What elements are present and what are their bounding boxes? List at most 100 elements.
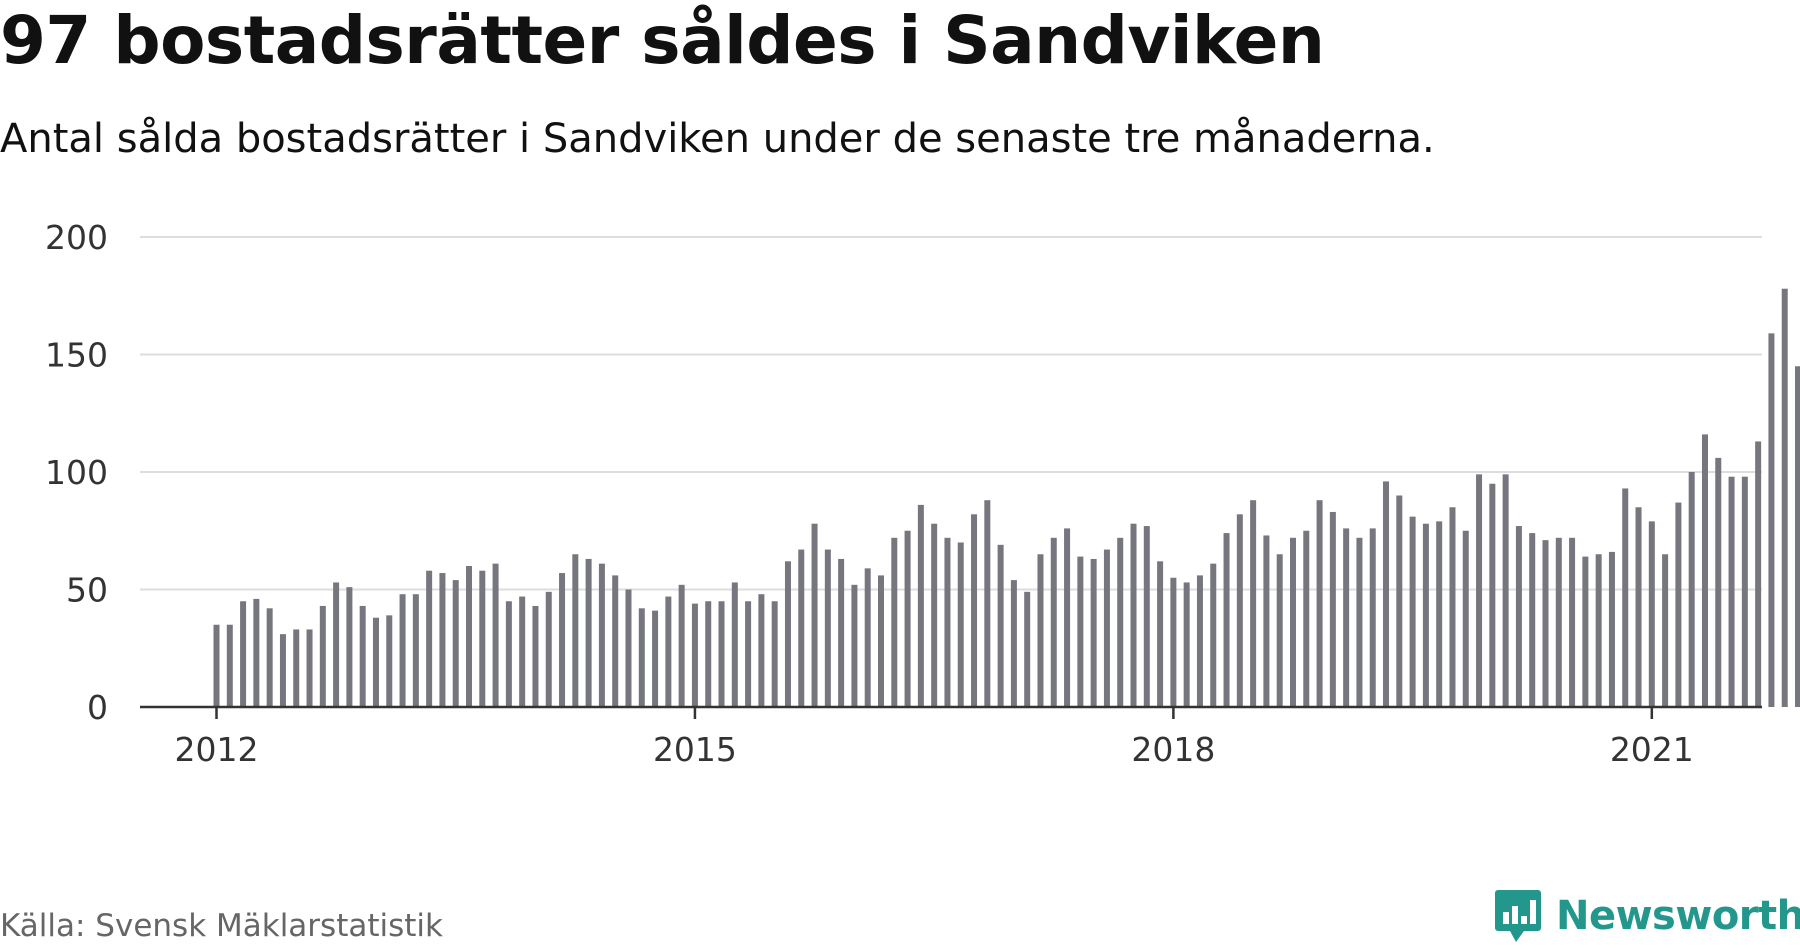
chart-subtitle: Antal sålda bostadsrätter i Sandviken un…	[0, 116, 1435, 162]
bar	[878, 575, 884, 707]
x-tick-label: 2018	[1131, 730, 1215, 769]
bars	[213, 288, 1800, 707]
bar	[957, 542, 964, 707]
bar	[1502, 474, 1509, 707]
x-tick-label: 2021	[1610, 730, 1694, 769]
bar	[319, 605, 326, 707]
bar	[266, 608, 273, 707]
bar	[705, 601, 712, 707]
bar	[811, 523, 818, 707]
bar	[1210, 563, 1217, 707]
bar	[559, 573, 566, 707]
bar	[359, 605, 366, 707]
bar	[931, 523, 938, 707]
bar	[798, 549, 805, 707]
bar	[1130, 523, 1137, 707]
x-tick-label: 2012	[175, 730, 259, 769]
bar	[1077, 556, 1084, 707]
bar	[1648, 521, 1655, 707]
bar	[1316, 500, 1323, 707]
bar	[452, 580, 459, 707]
source-note: Källa: Svensk Mäklarstatistik	[0, 908, 443, 944]
bar	[1529, 533, 1536, 707]
bar	[1064, 528, 1071, 707]
y-tick-label: 100	[45, 453, 108, 492]
bar	[1223, 533, 1230, 707]
bar	[253, 598, 260, 707]
bar	[838, 558, 845, 707]
bar	[598, 563, 605, 707]
bar	[306, 629, 313, 707]
bar	[505, 601, 512, 707]
bar	[1675, 502, 1682, 707]
bar	[1037, 554, 1044, 707]
bar	[1755, 441, 1762, 707]
bar	[1010, 580, 1017, 707]
bar	[691, 603, 698, 707]
bar	[1595, 554, 1602, 707]
bar	[1476, 474, 1483, 707]
bar	[1263, 535, 1270, 707]
bar	[851, 584, 858, 707]
bar	[917, 504, 924, 707]
bar	[293, 629, 300, 707]
bar	[652, 610, 659, 707]
bar	[1050, 537, 1057, 707]
bar	[1795, 366, 1800, 707]
bar	[1635, 507, 1642, 707]
bar	[638, 608, 645, 707]
bar	[1369, 528, 1376, 707]
bar	[1329, 511, 1336, 707]
bar	[1701, 434, 1708, 707]
bar	[904, 530, 911, 707]
bar	[1781, 288, 1788, 707]
bar	[1396, 495, 1403, 707]
x-tick-label: 2015	[653, 730, 737, 769]
bar	[1449, 507, 1456, 707]
bar	[758, 594, 765, 707]
newsworthy-logo[interactable]: Newsworthy	[1494, 888, 1800, 944]
brand-name: Newsworthy	[1556, 893, 1800, 939]
bar	[891, 537, 898, 707]
bar	[439, 573, 446, 707]
bar	[625, 589, 632, 707]
bar	[718, 601, 725, 707]
bar	[971, 514, 978, 707]
bar	[1090, 558, 1097, 707]
bar	[1170, 577, 1177, 707]
bar	[1289, 537, 1296, 707]
bar	[1157, 561, 1164, 707]
bar	[1422, 523, 1429, 707]
bar	[1303, 530, 1310, 707]
bar	[1608, 551, 1615, 707]
y-tick-label: 0	[87, 688, 108, 727]
bar	[492, 563, 499, 707]
bar	[745, 601, 752, 707]
bar	[1436, 521, 1443, 707]
bar	[771, 601, 778, 707]
bar	[612, 575, 619, 707]
bar	[1715, 457, 1722, 707]
bar	[279, 634, 286, 707]
y-tick-label: 150	[45, 336, 108, 375]
x-axis: 20122015201820212023	[140, 705, 1762, 769]
bar	[984, 500, 991, 707]
y-tick-label: 200	[45, 218, 108, 257]
newsworthy-bar-chart-logo-icon	[1495, 890, 1541, 942]
bar	[1383, 481, 1390, 707]
bar	[572, 554, 579, 707]
bar	[1356, 537, 1363, 707]
bar	[1569, 537, 1576, 707]
bar	[466, 566, 473, 707]
bar	[1236, 514, 1243, 707]
bar	[1582, 556, 1589, 707]
bar	[678, 584, 685, 707]
y-axis: 0 50 100 150 200	[45, 218, 108, 727]
bar	[1343, 528, 1350, 707]
bar	[532, 605, 539, 707]
bar	[386, 615, 393, 707]
bar	[1024, 591, 1031, 707]
bar	[1183, 582, 1190, 707]
bar	[1768, 333, 1775, 707]
